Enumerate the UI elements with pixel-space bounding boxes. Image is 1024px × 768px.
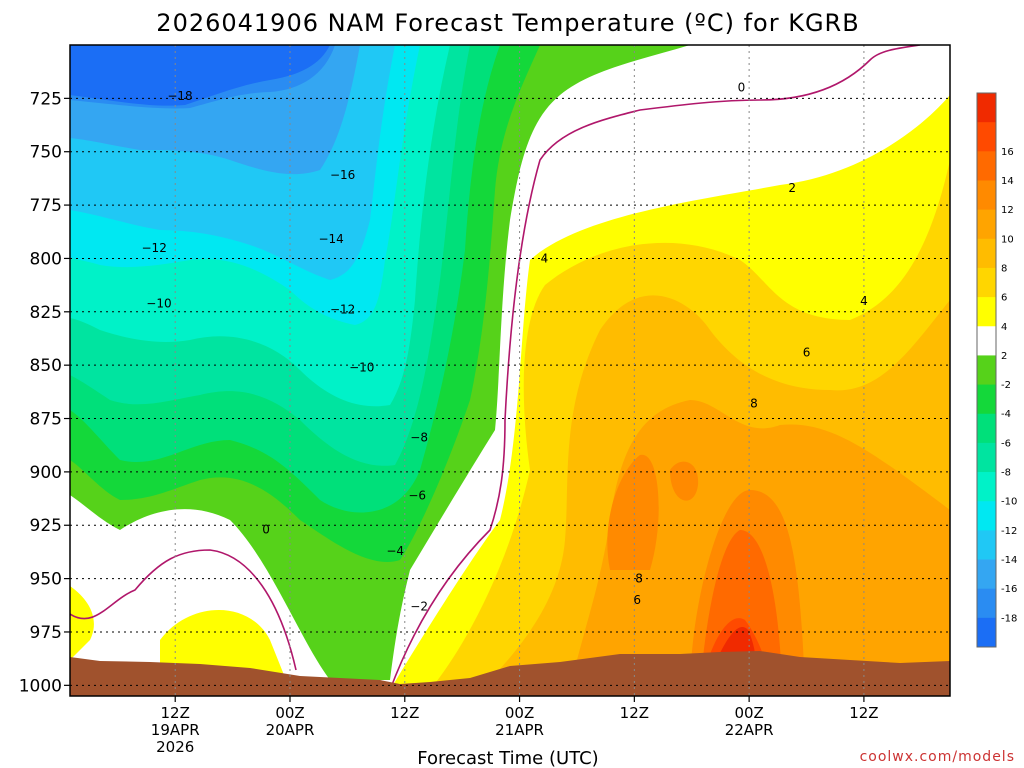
colorbar-swatch — [977, 238, 996, 269]
colorbar-swatch — [977, 588, 996, 619]
colorbar-label: -18 — [1001, 613, 1017, 624]
colorbar-swatch — [977, 151, 996, 181]
colorbar-swatch — [977, 472, 996, 502]
colorbar-swatch — [977, 93, 996, 123]
colorbar-swatch — [977, 326, 996, 356]
y-tick-label: 800 — [30, 249, 62, 269]
grid — [70, 45, 950, 696]
y-axis: 725 750 775 800 825 850 875 900 925 950 975 1000 — [19, 89, 70, 696]
contour-label: −14 — [318, 232, 343, 246]
colorbar-label: 4 — [1001, 322, 1007, 333]
y-tick-label: 900 — [30, 463, 62, 483]
y-tick-label: 875 — [30, 410, 62, 430]
colorbar-label: -14 — [1001, 555, 1017, 566]
x-tick-label: 00Z — [275, 704, 304, 722]
y-tick-label: 925 — [30, 516, 62, 536]
y-tick-label: 825 — [30, 303, 62, 323]
temperature-fill-bands — [70, 45, 950, 696]
y-tick-label: 950 — [30, 570, 62, 590]
x-tick-label: 21APR — [495, 721, 544, 739]
x-tick-label: 12Z — [161, 704, 190, 722]
colorbar-swatch — [977, 122, 996, 152]
contour-label: −12 — [330, 303, 355, 317]
x-tick-label: 19APR — [151, 721, 200, 739]
colorbar-swatch — [977, 209, 996, 240]
y-tick-label: 750 — [30, 143, 62, 163]
contour-label: 0 — [262, 523, 270, 537]
contour-label: 8 — [750, 397, 758, 411]
colorbar: -18 -16 -14 -12 -10 -8 -6 -4 -2 2 4 6 8 10 12 14 16 — [976, 92, 1017, 648]
x-tick-label: 12Z — [390, 704, 419, 722]
colorbar-label: -6 — [1001, 438, 1011, 449]
contour-label: −18 — [167, 89, 192, 103]
colorbar-swatch — [977, 559, 996, 590]
band-below-minus-20 — [70, 45, 330, 106]
colorbar-label: 14 — [1001, 176, 1014, 187]
colorbar-swatch — [977, 355, 996, 386]
contour-label: −6 — [408, 488, 426, 502]
terrain — [70, 651, 950, 696]
colorbar-swatch — [977, 413, 996, 444]
colorbar-swatch — [977, 442, 996, 473]
credit-text: coolwx.com/models — [860, 749, 1015, 765]
zero-degree-line — [70, 45, 921, 691]
contour-label: 0 — [738, 81, 746, 95]
plot-frame — [69, 44, 951, 697]
colorbar-swatch — [977, 384, 996, 415]
colorbar-label: -2 — [1001, 380, 1011, 391]
colorbar-swatch — [977, 530, 996, 561]
contour-label: −8 — [410, 431, 428, 445]
colorbar-swatch — [977, 297, 996, 327]
colorbar-label: 6 — [1001, 293, 1007, 304]
colorbar-label: 2 — [1001, 351, 1007, 362]
contour-label: 8 — [635, 572, 643, 586]
contour-label: −4 — [386, 544, 404, 558]
colorbar-label: -16 — [1001, 584, 1017, 595]
x-tick-label: 22APR — [725, 721, 774, 739]
chart-title: 2026041906 NAM Forecast Temperature (ºC)… — [156, 9, 859, 37]
y-tick-label: 775 — [30, 196, 62, 216]
y-tick-label: 975 — [30, 623, 62, 643]
contour-label: −2 — [410, 599, 428, 613]
colorbar-swatch — [977, 501, 996, 531]
colorbar-label: 12 — [1001, 205, 1014, 216]
x-tick-label: 12Z — [620, 704, 649, 722]
colorbar-label: 10 — [1001, 234, 1014, 245]
y-tick-label: 1000 — [19, 676, 62, 696]
x-tick-label: 2026 — [156, 738, 194, 756]
colorbar-label: -10 — [1001, 497, 1017, 508]
x-tick-label: 00Z — [734, 704, 763, 722]
contour-label: 6 — [803, 345, 811, 359]
colorbar-label: -8 — [1001, 468, 1011, 479]
colorbar-label: 16 — [1001, 147, 1014, 158]
contour-label: 4 — [541, 251, 549, 265]
colorbar-frame — [976, 92, 997, 648]
colorbar-label: -12 — [1001, 526, 1017, 537]
contour-label: −16 — [330, 168, 355, 182]
contour-label: 4 — [860, 294, 868, 308]
contour-label: −10 — [349, 360, 374, 374]
x-tick-label: 20APR — [266, 721, 315, 739]
x-tick-label: 12Z — [849, 704, 878, 722]
contour-label: 6 — [633, 593, 641, 607]
colorbar-label: 8 — [1001, 263, 1007, 274]
colorbar-swatch — [977, 180, 996, 211]
x-tick-label: 00Z — [505, 704, 534, 722]
colorbar-label: -4 — [1001, 409, 1011, 420]
contour-labels: −18 −16 −14 −12 −12 −10 −10 −8 −6 −4 −2 0 0 2 4 4 6 8 8 6 — [142, 81, 868, 614]
contour-label: 2 — [788, 181, 796, 195]
x-axis-label: Forecast Time (UTC) — [417, 748, 598, 768]
colorbar-swatch — [977, 617, 996, 648]
contour-label: −12 — [142, 241, 167, 255]
y-tick-label: 725 — [30, 89, 62, 109]
colorbar-swatch — [977, 267, 996, 298]
y-tick-label: 850 — [30, 356, 62, 376]
contour-label: −10 — [146, 296, 171, 310]
